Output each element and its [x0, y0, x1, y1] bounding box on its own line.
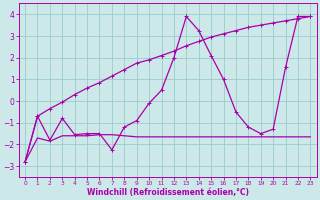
X-axis label: Windchill (Refroidissement éolien,°C): Windchill (Refroidissement éolien,°C)	[87, 188, 249, 197]
